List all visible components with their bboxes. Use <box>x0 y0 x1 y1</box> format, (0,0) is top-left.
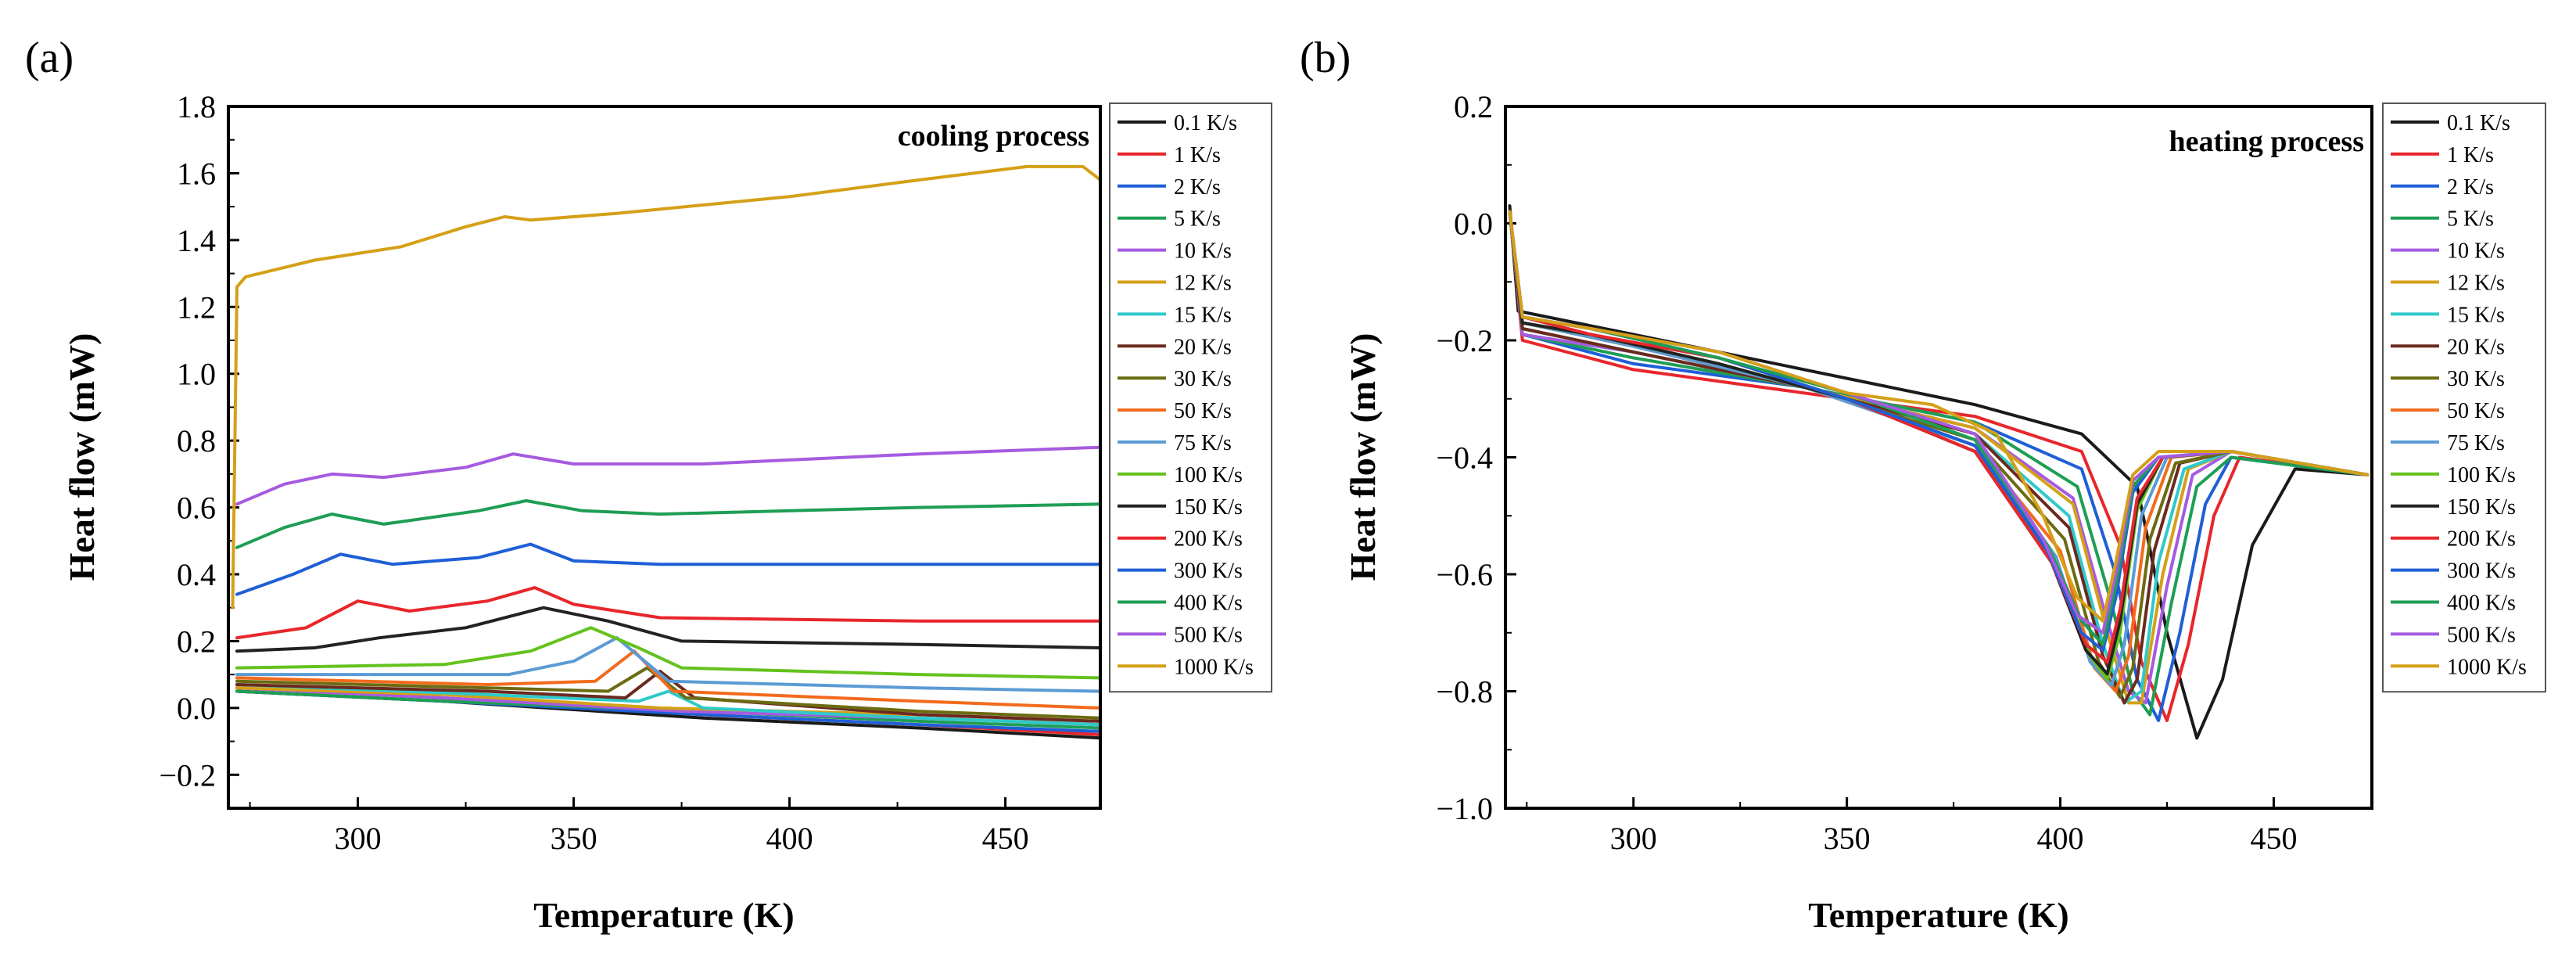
chart-b-legend-label: 2 K/s <box>2447 175 2494 200</box>
chart-a-y-tick-label: 0.2 <box>177 624 216 659</box>
chart-b-legend-label: 75 K/s <box>2447 431 2505 455</box>
chart-b-ticks: 300 350 400 450 −1.0 −0.8 −0.6 −0.4 −0.2 0.0 0.2 <box>1436 89 2297 856</box>
chart-a-x-tick-label: 400 <box>766 821 813 856</box>
chart-a-x-tick-label: 300 <box>335 821 382 856</box>
chart-a-series-line <box>235 586 1102 640</box>
chart-a-y-tick-label: 0.0 <box>177 691 216 726</box>
chart-b-x-tick-label: 450 <box>2250 821 2297 856</box>
chart-b-y-tick-label: −0.8 <box>1436 674 1493 710</box>
chart-panel-a: (a) 300 350 400 450 −0.2 0.0 0.2 0.4 0.6 0.8 1.0 1.… <box>25 34 1272 935</box>
chart-b-y-tick-label: −0.2 <box>1436 323 1493 358</box>
chart-b-legend-label: 150 K/s <box>2447 495 2516 520</box>
chart-a-legend-label: 50 K/s <box>1174 399 1232 423</box>
chart-b-x-axis-title: Temperature (K) <box>1808 895 2068 935</box>
chart-a-y-tick-label: 0.6 <box>177 491 216 526</box>
chart-b-legend-label: 200 K/s <box>2447 527 2516 552</box>
chart-b-x-tick-label: 300 <box>1610 821 1657 856</box>
chart-b-legend-label: 5 K/s <box>2447 207 2494 232</box>
chart-a-y-tick-label: 0.8 <box>177 423 216 458</box>
chart-a-x-tick-label: 350 <box>551 821 597 856</box>
chart-a-y-tick-label: 1.4 <box>177 223 216 258</box>
chart-a-y-tick-label: 1.0 <box>177 357 216 392</box>
chart-b-legend-label: 1 K/s <box>2447 143 2494 167</box>
chart-a-legend-label: 30 K/s <box>1174 367 1232 391</box>
chart-a-x-axis-title: Temperature (K) <box>533 895 794 935</box>
chart-a-annotation: cooling process <box>898 120 1089 153</box>
chart-b-legend-label: 500 K/s <box>2447 623 2516 647</box>
chart-a-series-line <box>235 666 1102 720</box>
chart-b-legend-label: 1000 K/s <box>2447 655 2527 679</box>
chart-a-frame <box>227 105 1102 810</box>
chart-b-y-axis-title: Heat flow (mW) <box>1343 333 1383 581</box>
chart-b-y-tick-label: −0.4 <box>1436 440 1493 476</box>
chart-a-series-line <box>235 606 1102 653</box>
chart-a-legend-label: 0.1 K/s <box>1174 111 1237 135</box>
chart-b-legend-label: 300 K/s <box>2447 559 2516 584</box>
chart-a-y-axis-title: Heat flow (mW) <box>62 333 102 581</box>
chart-a-legend-label: 1 K/s <box>1174 143 1221 167</box>
chart-a-series-line <box>231 164 1102 609</box>
chart-a-y-tick-label: 1.6 <box>177 156 216 191</box>
chart-b-y-tick-label: 0.0 <box>1454 207 1493 242</box>
chart-a-series-line <box>235 669 1102 723</box>
chart-a-legend-label: 400 K/s <box>1174 591 1243 616</box>
chart-a-x-tick-label: 450 <box>982 821 1029 856</box>
chart-a-legend-label: 12 K/s <box>1174 271 1232 296</box>
chart-a-legend-label: 10 K/s <box>1174 239 1232 264</box>
chart-a-y-tick-label: 1.2 <box>177 289 216 325</box>
chart-b-annotation: heating process <box>2169 125 2364 158</box>
chart-a-series <box>231 164 1102 740</box>
chart-a-legend-label: 2 K/s <box>1174 175 1221 200</box>
chart-b-legend-label: 400 K/s <box>2447 591 2516 616</box>
chart-a-legend-box <box>1109 102 1272 693</box>
chart-b-legend-label: 50 K/s <box>2447 399 2505 423</box>
chart-b-legend-label: 0.1 K/s <box>2447 111 2510 135</box>
chart-a-legend-label: 75 K/s <box>1174 431 1232 455</box>
chart-a-series-line <box>235 683 1102 727</box>
chart-b-x-tick-label: 400 <box>2037 821 2084 856</box>
chart-b-legend-label: 100 K/s <box>2447 463 2516 487</box>
chart-b-x-tick-label: 350 <box>1824 821 1871 856</box>
chart-a-series-line <box>235 445 1102 506</box>
chart-b-y-tick-label: 0.2 <box>1454 89 1493 124</box>
chart-a-legend-label: 15 K/s <box>1174 303 1232 327</box>
chart-a-legend-label: 300 K/s <box>1174 559 1243 584</box>
chart-a-legend-label: 5 K/s <box>1174 207 1221 232</box>
chart-a-legend: 0.1 K/s 1 K/s 2 K/s 5 K/s 10 K/s 12 K/s 15 K/s… <box>1109 102 1272 693</box>
panel-label-b: (b) <box>1300 34 1351 82</box>
chart-a-legend-label: 150 K/s <box>1174 495 1243 520</box>
chart-b-legend-label: 30 K/s <box>2447 367 2505 391</box>
chart-b-series <box>1508 204 2370 740</box>
chart-panel-b: (b) 300 350 400 450 −1.0 −0.8 −0.6 −0.4 −0.2 0.0 0… <box>1300 34 2546 935</box>
chart-b-y-tick-label: −1.0 <box>1436 791 1493 826</box>
chart-a-y-tick-label: 0.4 <box>177 557 216 592</box>
panel-label-a: (a) <box>25 34 74 82</box>
chart-a-ticks: 300 350 400 450 −0.2 0.0 0.2 0.4 0.6 0.8 1.0 1.2 1.4… <box>159 89 1028 856</box>
chart-a-legend-label: 500 K/s <box>1174 623 1243 647</box>
chart-b-legend-label: 15 K/s <box>2447 303 2505 327</box>
chart-a-legend-label: 200 K/s <box>1174 527 1243 552</box>
chart-a-y-tick-label: 1.8 <box>177 89 216 124</box>
chart-a-legend-label: 20 K/s <box>1174 335 1232 359</box>
chart-b-frame <box>1504 105 2373 810</box>
chart-a-y-tick-label: −0.2 <box>159 757 216 793</box>
chart-b-legend-label: 10 K/s <box>2447 239 2505 264</box>
chart-b-legend-label: 20 K/s <box>2447 335 2505 359</box>
chart-b-series-line <box>1508 210 2370 623</box>
chart-a-series-line <box>235 499 1102 549</box>
chart-a-legend-label: 1000 K/s <box>1174 655 1254 679</box>
chart-b-y-tick-label: −0.6 <box>1436 557 1493 592</box>
chart-b-legend-label: 12 K/s <box>2447 271 2505 296</box>
chart-b-legend-box <box>2382 102 2546 693</box>
chart-a-series-line <box>235 542 1102 596</box>
chart-a-series-line <box>235 626 1102 680</box>
chart-a-legend-label: 100 K/s <box>1174 463 1243 487</box>
chart-b-legend: 0.1 K/s 1 K/s 2 K/s 5 K/s 10 K/s 12 K/s 15 K/s… <box>2382 102 2546 693</box>
